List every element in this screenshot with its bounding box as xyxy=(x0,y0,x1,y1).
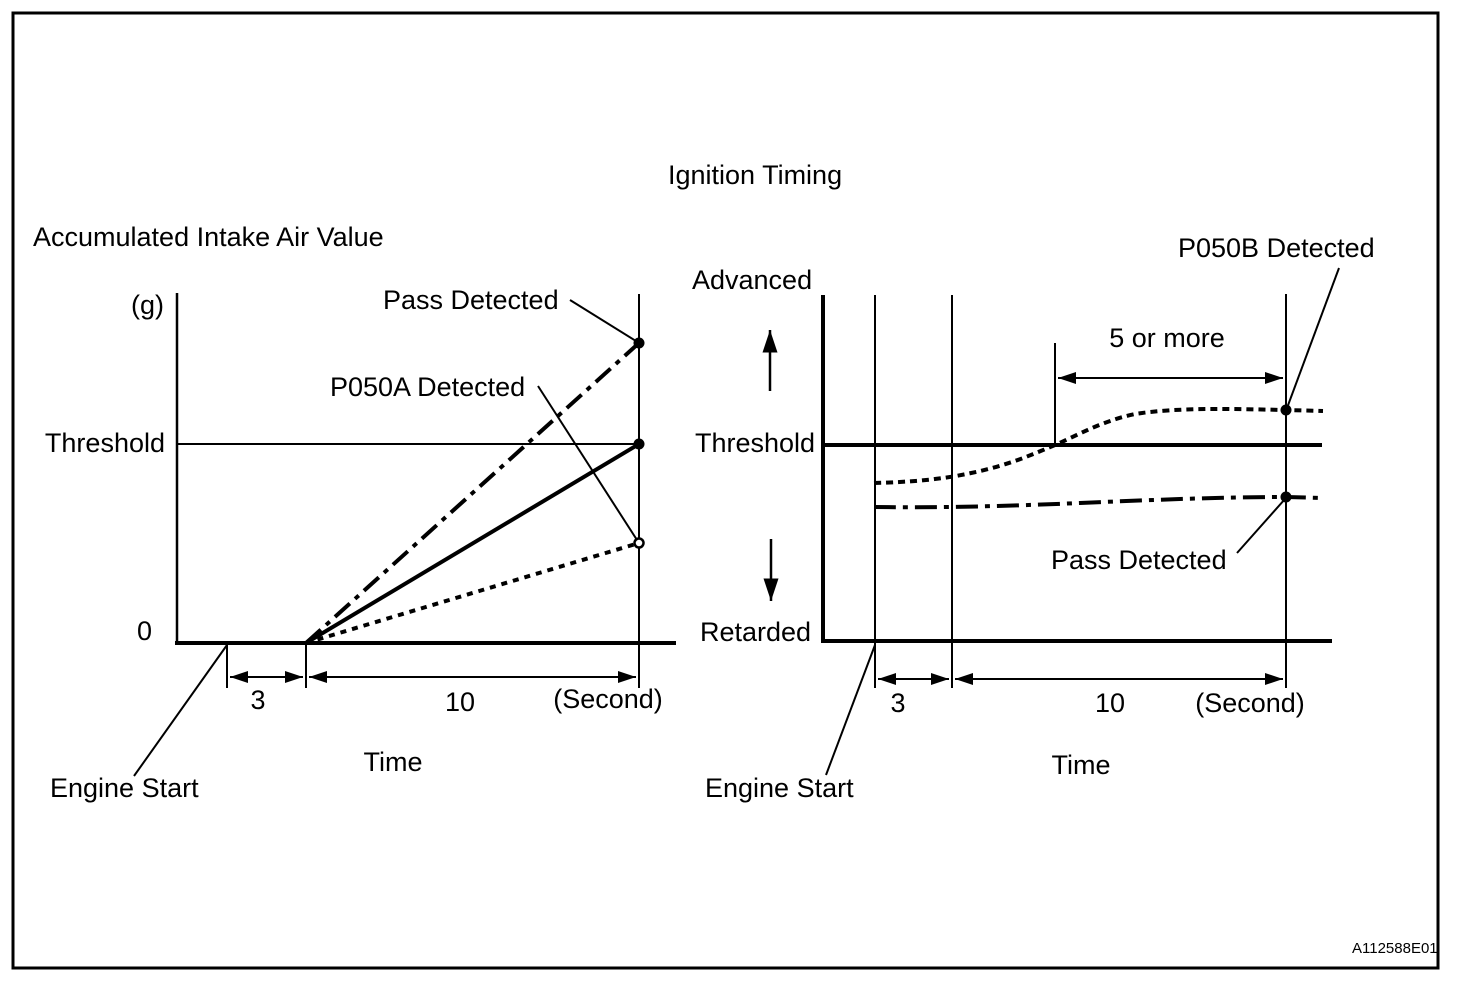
right-5ormore-annotation: 5 or more xyxy=(1109,323,1225,353)
right-p050b-annotation: P050B Detected xyxy=(1178,233,1375,263)
left-10s-label: 10 xyxy=(444,687,476,717)
page-border xyxy=(11,11,1440,970)
right-pass-annotation-text: Pass Detected xyxy=(1051,545,1227,575)
left-pass-endpoint-dot xyxy=(633,337,645,349)
left-series-dotted xyxy=(305,541,640,645)
right-p050b-pointer-line xyxy=(1286,267,1340,409)
right-second-unit-label: (Second) xyxy=(1195,688,1305,718)
left-threshold-label: Threshold xyxy=(44,428,165,458)
right-engine-start-label: Engine Start xyxy=(705,773,854,803)
right-pass-pointer-line xyxy=(1236,498,1286,554)
left-p050a-endpoint-circle xyxy=(633,537,645,549)
left-chart-title: Accumulated Intake Air Value xyxy=(33,222,384,252)
left-pass-annotation: Pass Detected xyxy=(383,285,559,315)
left-engine-start-label: Engine Start xyxy=(50,773,199,803)
figure-code: A112588E01 xyxy=(1352,940,1438,957)
right-retarded-label: Retarded xyxy=(700,617,812,647)
left-p050a-pointer-line xyxy=(537,385,638,541)
right-p050b-endpoint-dot xyxy=(1280,404,1292,416)
left-time-axis-label: Time xyxy=(363,747,423,777)
right-10s-label: 10 xyxy=(1094,688,1126,718)
right-3s-label: 3 xyxy=(890,688,906,718)
left-3s-label: 3 xyxy=(250,685,266,715)
right-series-dotted xyxy=(873,406,1324,485)
left-second-unit-label: (Second) xyxy=(553,684,663,714)
left-origin-label: 0 xyxy=(136,616,152,646)
left-threshold-endpoint-dot xyxy=(633,438,645,450)
left-pass-pointer-line xyxy=(569,299,637,342)
left-series-dashdot xyxy=(304,341,641,645)
right-threshold-label: Threshold xyxy=(695,428,816,458)
left-engine-start-pointer-line xyxy=(133,644,228,777)
left-y-unit-label: (g) xyxy=(131,290,164,320)
right-series-dashdot xyxy=(873,494,1324,510)
right-time-axis-label: Time xyxy=(1051,750,1111,780)
right-engine-start-pointer-line xyxy=(825,644,876,776)
right-advanced-label: Advanced xyxy=(692,265,813,295)
left-p050a-annotation: P050A Detected xyxy=(330,372,526,402)
left-series-solid xyxy=(304,442,641,645)
right-chart-title: Ignition Timing xyxy=(668,160,843,190)
